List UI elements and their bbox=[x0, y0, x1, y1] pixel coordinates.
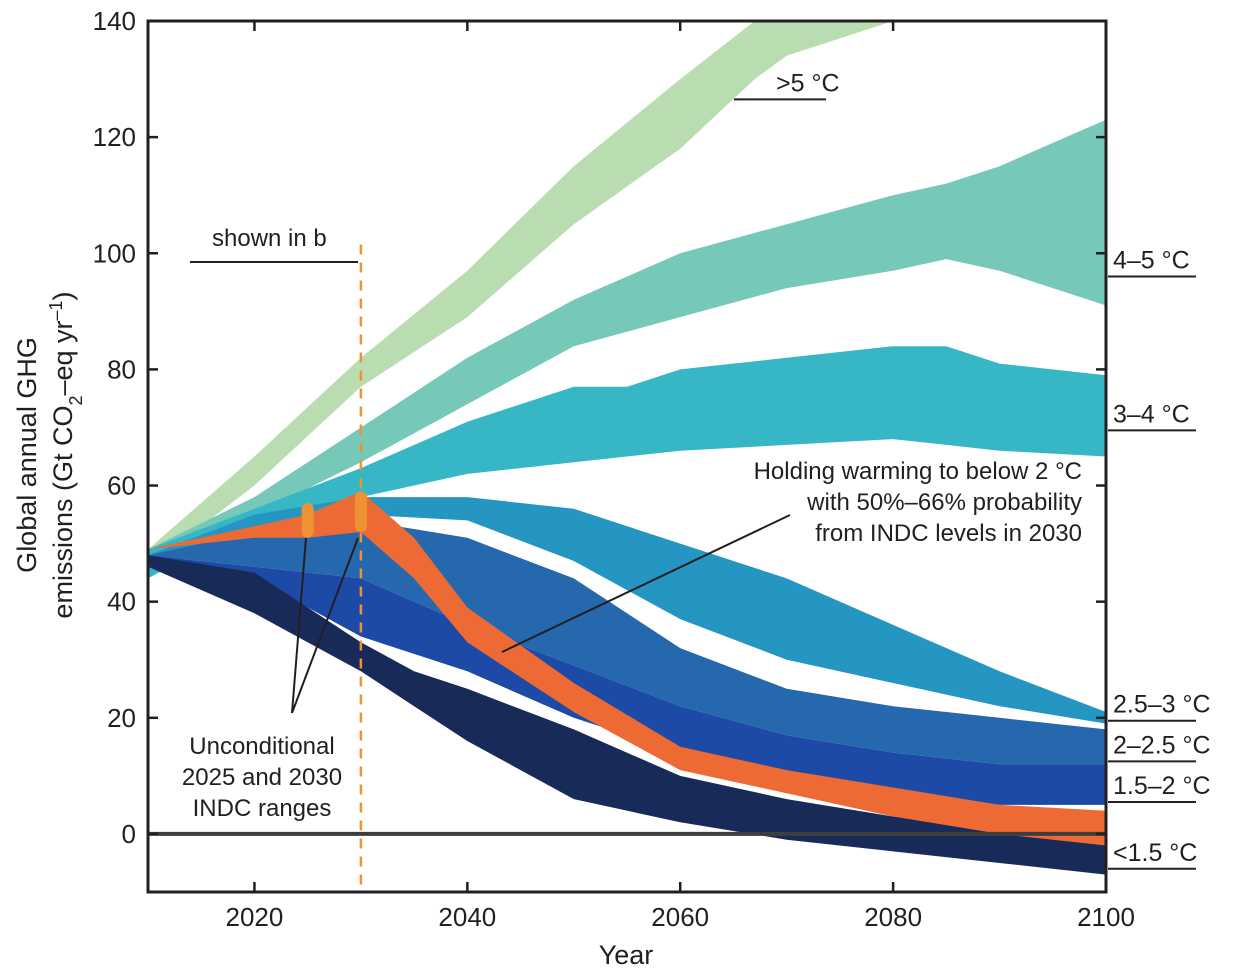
x-tick-label: 2100 bbox=[1077, 902, 1135, 932]
band-holding-warming-to-below-2-c-with-50-66- bbox=[148, 491, 1106, 846]
band-label-lt-1-5-c: <1.5 °C bbox=[1108, 839, 1197, 870]
annotation-unconditional-line3: INDC ranges bbox=[193, 795, 332, 822]
scenario-bands bbox=[148, 21, 1106, 875]
annotation-holding-warming: Holding warming to below 2 °C with 50%–6… bbox=[501, 458, 1082, 653]
band-label-text: 4–5 °C bbox=[1113, 246, 1190, 274]
band-4-5-c bbox=[148, 119, 1106, 567]
y-tick-label: 0 bbox=[122, 819, 136, 849]
band-2-2-5-c bbox=[148, 520, 1106, 765]
indc-range-2030 bbox=[354, 491, 367, 532]
y-axis-title-line2: emissions (Gt CO2–eq yr–1) bbox=[46, 291, 86, 618]
band-label-text: 1.5–2 °C bbox=[1113, 772, 1211, 800]
y-tick-label: 140 bbox=[93, 6, 136, 36]
x-tick-label: 2040 bbox=[438, 902, 496, 932]
band-label-2-5-3-c: 2.5–3 °C bbox=[1108, 691, 1211, 722]
x-tick-label: 2080 bbox=[864, 902, 922, 932]
annotation-shown-in-b: shown in b bbox=[190, 225, 358, 263]
x-tick-label: 2020 bbox=[226, 902, 284, 932]
indc-range-2025 bbox=[301, 502, 314, 538]
band-label-gt-5-c: >5 °C bbox=[734, 69, 840, 101]
y-tick-label: 20 bbox=[107, 703, 136, 733]
band-3-4-c bbox=[148, 346, 1106, 579]
x-axis-title: Year bbox=[599, 940, 654, 970]
band-label-text: 2–2.5 °C bbox=[1113, 731, 1211, 759]
annotation-holding-line2: with 50%–66% probability bbox=[806, 489, 1082, 516]
band-label-4-5-c: 4–5 °C bbox=[1108, 246, 1196, 278]
annotation-holding-line3: from INDC levels in 2030 bbox=[815, 520, 1082, 547]
annotation-unconditional-line1: Unconditional bbox=[189, 733, 334, 760]
x-tick-label: 2060 bbox=[651, 902, 709, 932]
plot-frame bbox=[146, 19, 1108, 894]
band-2-5-3-c bbox=[148, 497, 1106, 724]
band-label-text: <1.5 °C bbox=[1113, 839, 1197, 867]
band-label-1-5-2-c: 1.5–2 °C bbox=[1108, 772, 1211, 803]
y-tick-label: 80 bbox=[107, 354, 136, 384]
indc-range-marks bbox=[301, 491, 367, 538]
band-label-text: 3–4 °C bbox=[1113, 400, 1190, 428]
band-label-text: >5 °C bbox=[776, 69, 840, 97]
y-tick-label: 120 bbox=[93, 122, 136, 152]
y-tick-label: 40 bbox=[107, 587, 136, 617]
annotation-unconditional-leader-2030 bbox=[291, 537, 359, 714]
band-labels: >5 °C 4–5 °C 3–4 °C 2.5–3 °C 2–2.5 °C 1.5–2 °… bbox=[734, 69, 1211, 870]
y-tick-label: 60 bbox=[107, 471, 136, 501]
y-axis-title: Global annual GHG emissions (Gt CO2–eq y… bbox=[12, 291, 86, 618]
y-tick-label: 100 bbox=[93, 238, 136, 268]
annotation-holding-leader bbox=[501, 514, 791, 653]
band-label-3-4-c: 3–4 °C bbox=[1108, 400, 1196, 432]
band-label-text: 2.5–3 °C bbox=[1113, 691, 1211, 719]
band-1-5-2-c bbox=[148, 555, 1106, 805]
annotation-unconditional-indc: Unconditional 2025 and 2030 INDC ranges bbox=[182, 537, 359, 822]
annotation-holding-line1: Holding warming to below 2 °C bbox=[754, 458, 1082, 485]
annotation-shown-text: shown in b bbox=[212, 225, 327, 252]
band-lt-1-5-c bbox=[148, 555, 1106, 875]
y-axis-title-line1: Global annual GHG bbox=[12, 337, 42, 573]
band-label-2-2-5-c: 2–2.5 °C bbox=[1108, 731, 1211, 763]
annotation-unconditional-leader-2025 bbox=[291, 537, 307, 714]
annotation-unconditional-line2: 2025 and 2030 bbox=[182, 764, 342, 791]
